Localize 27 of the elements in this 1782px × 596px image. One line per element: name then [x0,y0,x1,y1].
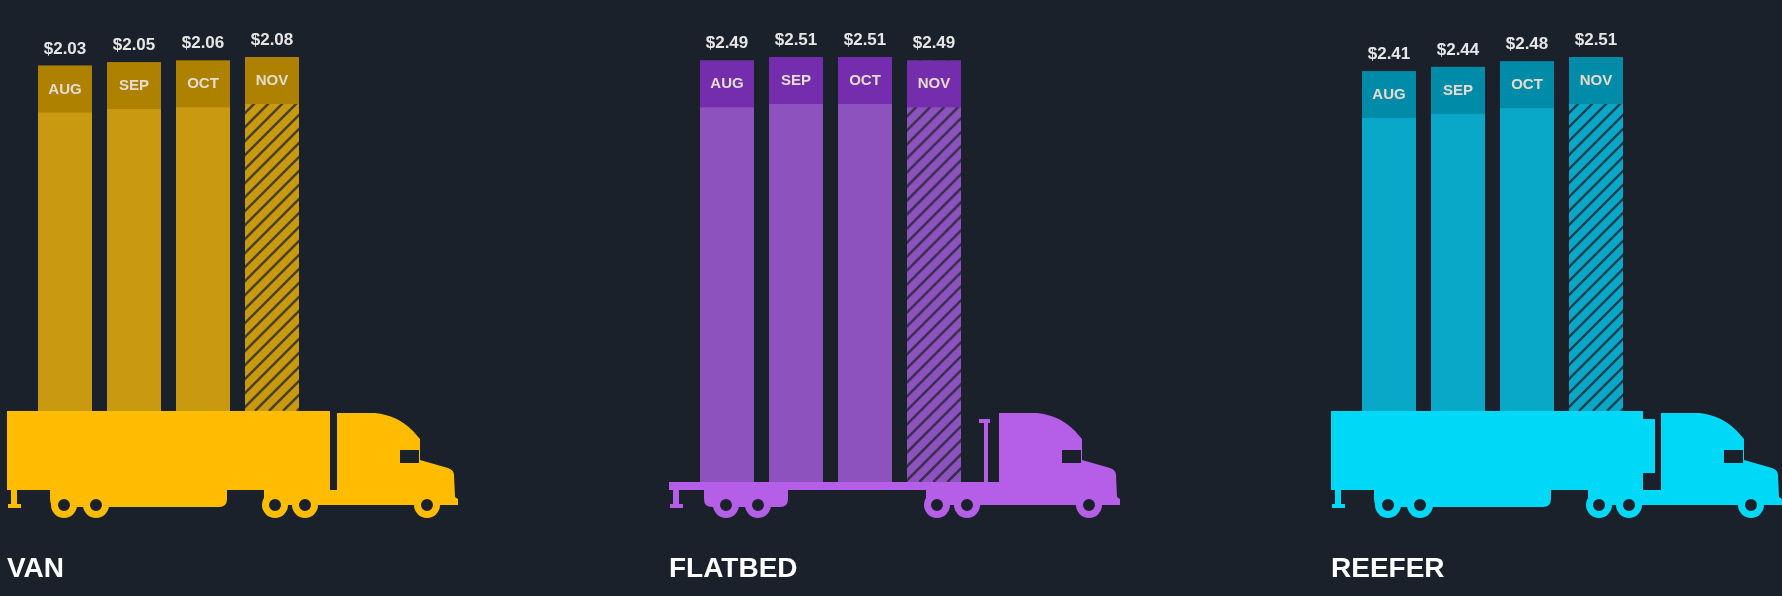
x-tick-label: OCT [187,74,219,92]
data-label: $2.48 [1505,34,1549,54]
x-tick-label: AUG [48,79,82,97]
data-label: $2.49 [912,33,956,53]
data-label: $2.44 [1436,39,1480,59]
data-label: $2.51 [774,30,818,49]
x-tick-label: NOV [1579,71,1613,88]
data-label: $2.51 [1574,30,1618,49]
text: VAN [7,552,65,583]
x-tick-label: SEP [780,71,812,88]
data-label: $2.08 [250,30,294,49]
x-tick-label: AUG [1372,85,1406,103]
text: FLATBED [669,552,798,583]
data-label: $2.51 [843,30,887,49]
data-label: $2.03 [43,38,87,58]
x-tick-label: SEP [118,76,150,94]
data-label: $2.49 [705,33,749,53]
text: REEFER [1331,552,1445,583]
x-tick-label: SEP [1442,80,1474,98]
data-label: $2.06 [181,33,225,53]
x-tick-label: OCT [1511,75,1543,93]
x-tick-label: NOV [255,71,289,88]
data-label: $2.41 [1367,44,1411,64]
x-tick-label: OCT [849,71,881,88]
x-tick-label: AUG [710,74,744,92]
x-tick-label: NOV [917,74,951,92]
data-label: $2.05 [112,35,156,55]
